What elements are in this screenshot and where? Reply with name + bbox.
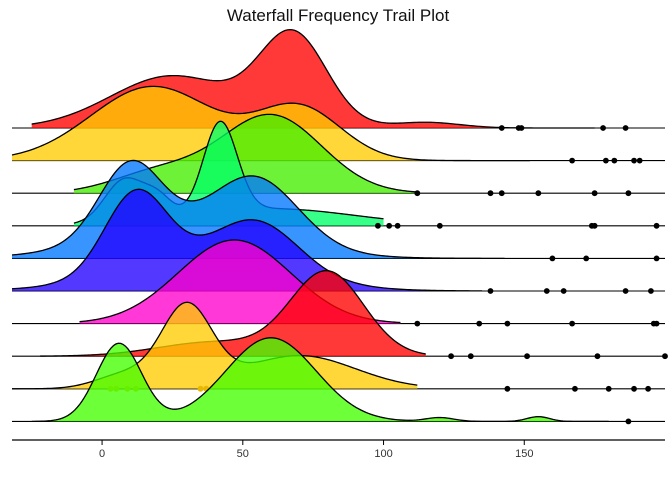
outlier-point	[591, 190, 598, 197]
ridge-density-area	[40, 270, 426, 357]
ridges-group	[11, 28, 668, 425]
outlier-point	[611, 157, 618, 164]
outlier-point	[622, 288, 629, 294]
outlier-point	[594, 353, 601, 360]
outlier-point	[636, 157, 643, 164]
x-axis: 0 50 100 150	[12, 439, 665, 460]
outlier-point	[504, 320, 511, 327]
outlier-point	[653, 222, 660, 229]
ridge-density-area	[12, 302, 418, 389]
x-tick-label: 150	[515, 448, 533, 460]
outlier-point	[622, 125, 629, 131]
outlier-point	[476, 320, 483, 327]
outlier-point	[498, 125, 505, 131]
ridge-density-line	[11, 159, 505, 260]
outlier-point	[572, 385, 578, 392]
outlier-point	[631, 385, 637, 392]
outlier-point	[625, 190, 632, 197]
outlier-point	[591, 222, 598, 229]
ridge-density-line	[31, 337, 609, 423]
outlier-point	[498, 190, 505, 197]
outlier-point	[569, 320, 576, 327]
outlier-point	[605, 385, 612, 392]
outlier-point	[645, 385, 652, 392]
outlier-point	[375, 222, 381, 229]
outlier-point	[569, 157, 576, 164]
x-tick-label: 50	[237, 448, 249, 460]
outlier-point	[414, 190, 421, 197]
outlier-point	[436, 222, 443, 229]
outlier-point	[543, 288, 550, 294]
outlier-point	[653, 255, 660, 262]
outlier-point	[524, 353, 530, 360]
chart-title: Waterfall Frequency Trail Plot	[227, 6, 450, 25]
outlier-point	[662, 353, 668, 360]
ridge-density-area	[12, 189, 483, 291]
outlier-point	[648, 288, 654, 294]
outlier-point	[414, 320, 421, 327]
outlier-point	[560, 288, 567, 294]
outlier-point	[487, 288, 494, 294]
outlier-point	[197, 385, 204, 392]
ridge-density-area	[73, 114, 418, 194]
outlier-point	[394, 222, 401, 229]
outlier-point	[504, 385, 511, 392]
ridge-density-line	[11, 85, 530, 162]
x-tick-label: 100	[374, 448, 392, 460]
outlier-point	[631, 157, 637, 164]
ridge-density-line	[11, 301, 418, 390]
outlier-point	[602, 157, 609, 164]
outlier-point	[600, 125, 606, 131]
outlier-point	[386, 222, 393, 229]
outlier-point	[583, 255, 590, 262]
outlier-point	[467, 353, 474, 360]
ridge-10	[12, 337, 665, 425]
x-tick-label: 0	[99, 448, 105, 460]
ridge-density-line	[11, 188, 483, 292]
ridge-density-area	[31, 337, 609, 422]
outlier-point	[487, 190, 494, 197]
outlier-point	[535, 190, 542, 197]
outlier-point	[448, 353, 454, 360]
ridge-density-line	[40, 269, 426, 357]
outlier-point	[549, 255, 556, 262]
outlier-point	[518, 125, 525, 131]
outlier-point	[653, 320, 660, 327]
outlier-point	[625, 418, 632, 425]
